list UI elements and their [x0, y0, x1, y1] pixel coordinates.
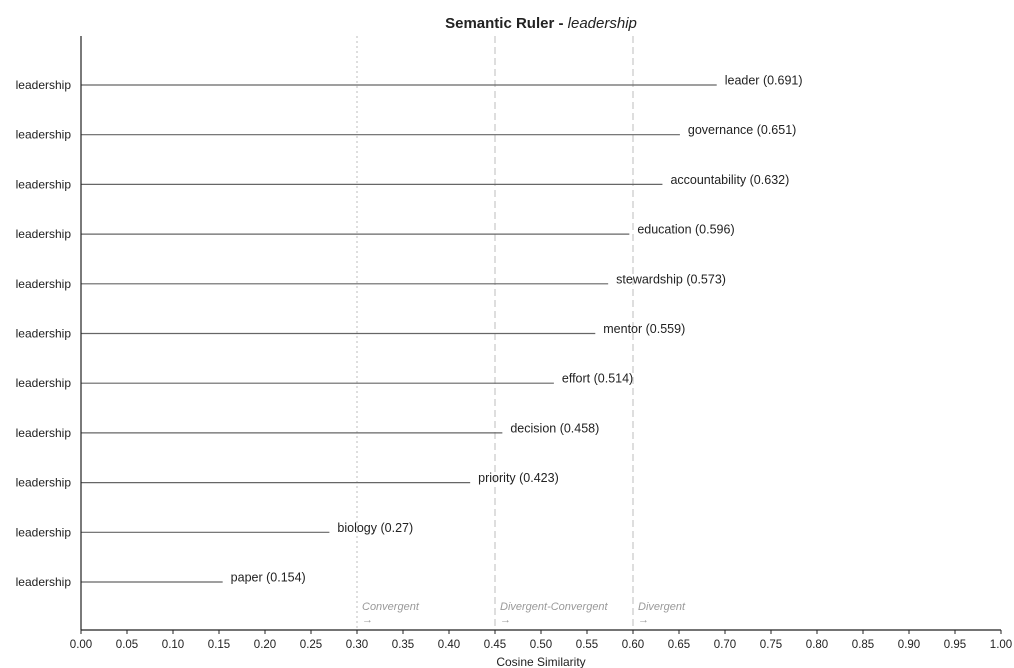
x-axis-label: Cosine Similarity	[496, 655, 585, 668]
chart-title-prefix: Semantic Ruler -	[445, 15, 568, 32]
x-tick-label: 0.55	[576, 639, 598, 651]
x-tick-label: 0.65	[668, 639, 690, 651]
x-tick-label: 0.60	[622, 639, 644, 651]
end-label: decision (0.458)	[510, 421, 599, 435]
zone-label: Convergent	[362, 601, 420, 613]
row-label: leadership	[16, 327, 72, 341]
end-label: mentor (0.559)	[603, 322, 685, 336]
zone-arrow-icon: →	[638, 614, 649, 626]
row-label: leadership	[16, 376, 72, 390]
row-label: leadership	[16, 78, 72, 92]
end-label: stewardship (0.573)	[616, 272, 726, 286]
zone-arrow-icon: →	[500, 614, 511, 626]
x-tick-label: 0.70	[714, 639, 736, 651]
x-tick-label: 0.45	[484, 639, 506, 651]
chart-title: Semantic Ruler - leadership	[445, 15, 637, 32]
x-tick-label: 0.85	[852, 639, 874, 651]
zone-label: Divergent	[638, 601, 686, 613]
x-tick-label: 0.25	[300, 639, 322, 651]
row-label: leadership	[16, 575, 72, 589]
x-tick-label: 0.05	[116, 639, 138, 651]
end-label: priority (0.423)	[478, 471, 559, 485]
row-label: leadership	[16, 426, 72, 440]
x-tick-label: 0.35	[392, 639, 414, 651]
row-label: leadership	[16, 177, 72, 191]
x-tick-label: 0.40	[438, 639, 460, 651]
x-tick-label: 0.10	[162, 639, 184, 651]
x-tick-label: 0.20	[254, 639, 276, 651]
end-label: paper (0.154)	[231, 571, 306, 585]
x-tick-label: 0.15	[208, 639, 230, 651]
chart-title-term: leadership	[568, 15, 637, 32]
zone-label: Divergent-Convergent	[500, 601, 609, 613]
end-label: accountability (0.632)	[670, 173, 789, 187]
end-label: effort (0.514)	[562, 372, 633, 386]
x-tick-label: 0.75	[760, 639, 782, 651]
x-tick-label: 1.00	[990, 639, 1012, 651]
x-tick-label: 0.50	[530, 639, 552, 651]
x-tick-label: 0.00	[70, 639, 92, 651]
x-tick-label: 0.30	[346, 639, 368, 651]
end-label: leader (0.691)	[725, 74, 803, 88]
row-label: leadership	[16, 476, 72, 490]
x-tick-label: 0.95	[944, 639, 966, 651]
similarity-lines: leadership leader (0.691) leadership govern…	[16, 74, 803, 590]
row-label: leadership	[16, 525, 72, 539]
end-label: biology (0.27)	[337, 521, 413, 535]
x-tick-label: 0.90	[898, 639, 920, 651]
row-label: leadership	[16, 128, 72, 142]
end-label: governance (0.651)	[688, 123, 796, 137]
row-label: leadership	[16, 227, 72, 241]
zone-labels: Convergent→Divergent-Convergent→Divergen…	[362, 601, 686, 626]
end-label: education (0.596)	[637, 223, 734, 237]
zone-arrow-icon: →	[362, 614, 373, 626]
x-tick-label: 0.80	[806, 639, 828, 651]
row-label: leadership	[16, 277, 72, 291]
axes: 0.00 0.05 0.10 0.15 0.20 0.25 0.30 0.35 0.40 0.45…	[70, 36, 1012, 651]
